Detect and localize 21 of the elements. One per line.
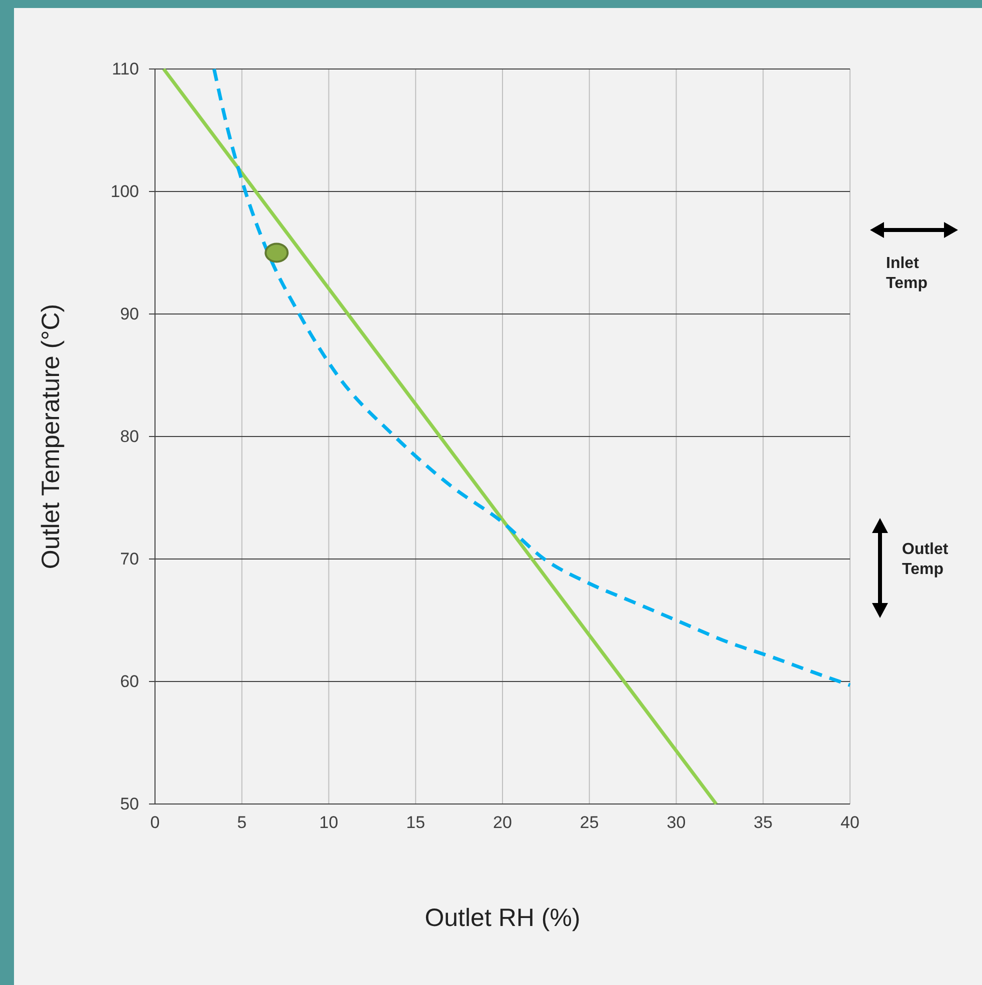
y-tick-label: 80 (120, 426, 139, 446)
text: Inlet Temp (886, 255, 928, 292)
y-tick-label: 50 (120, 794, 139, 814)
x-tick-label: 0 (150, 813, 160, 832)
x-tick-label: 40 (840, 813, 860, 832)
x-tick-label: 35 (754, 813, 773, 832)
y-tick-label: 90 (120, 304, 139, 324)
text: Outlet Temp (902, 541, 949, 578)
x-tick-label: 25 (580, 813, 599, 832)
x-tick-label: 5 (237, 813, 247, 832)
y-tick-label: 100 (110, 182, 139, 201)
x-tick-label: 20 (493, 813, 512, 832)
x-tick-label: 30 (666, 813, 686, 832)
x-tick-label: 10 (319, 813, 338, 832)
line-series (212, 67, 852, 687)
y-tick-label: 110 (112, 59, 139, 78)
y-tick-label: 60 (120, 672, 139, 691)
x-tick-label: 15 (406, 813, 426, 832)
y-axis-title: Outlet Temperature (°C) (37, 304, 65, 570)
y-tick-label: 70 (120, 549, 139, 568)
x-axis-title: Outlet RH (%) (424, 904, 580, 932)
